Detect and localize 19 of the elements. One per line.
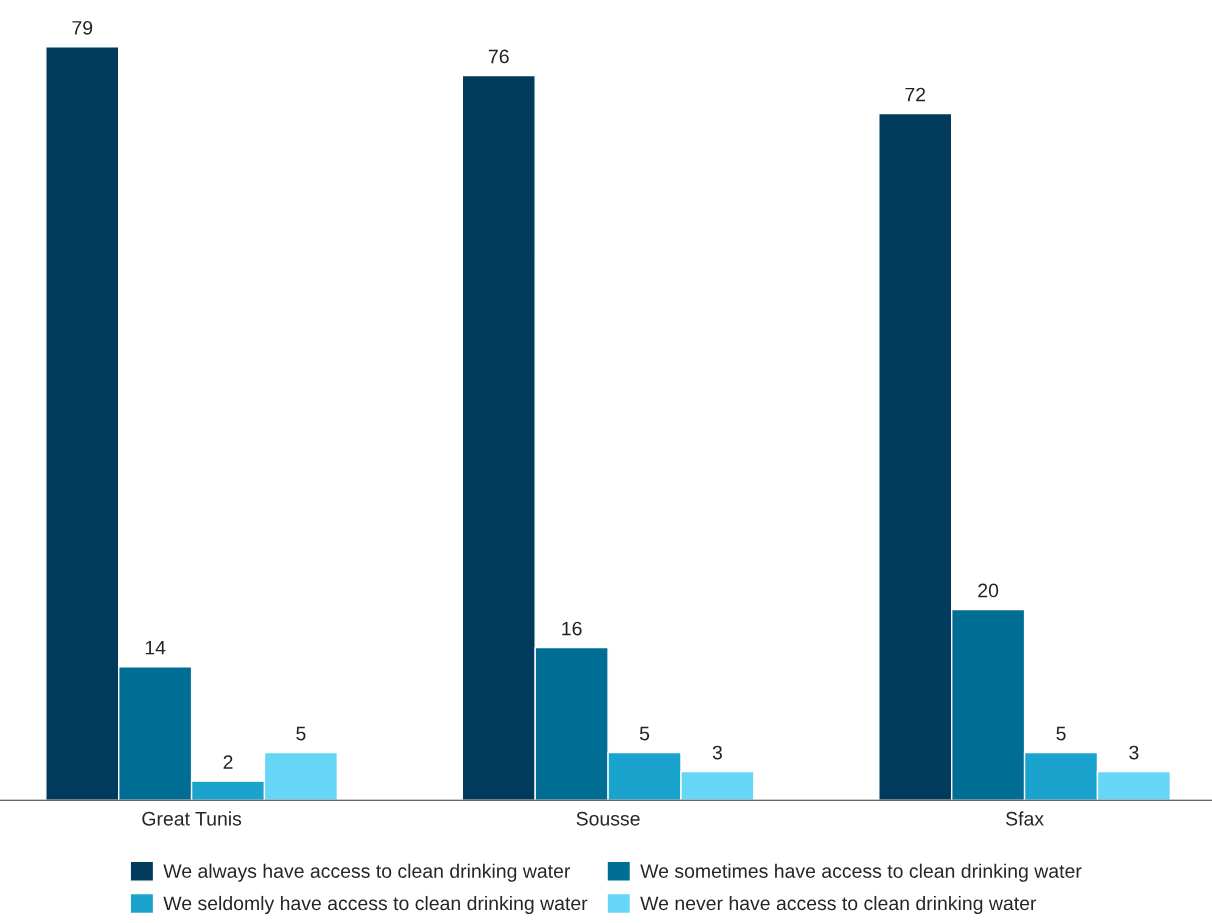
data-label: 20 bbox=[978, 583, 999, 598]
legend-label: We never have access to clean drinking water bbox=[640, 895, 1037, 915]
data-label: 5 bbox=[639, 726, 650, 741]
data-label: 2 bbox=[223, 755, 233, 769]
data-label: 3 bbox=[1129, 745, 1139, 760]
legend-label: We always have access to clean drinking water bbox=[163, 863, 571, 882]
data-label: 5 bbox=[296, 726, 306, 741]
data-label: 72 bbox=[905, 87, 926, 102]
data-label: 14 bbox=[145, 640, 166, 655]
data-label: 79 bbox=[72, 20, 93, 35]
x-tick-label: Sfax bbox=[1006, 811, 1044, 826]
legend-label: We seldomly have access to clean drinking water bbox=[163, 895, 588, 915]
legend-label: We sometimes have access to clean drinking water bbox=[640, 863, 1082, 882]
x-tick-label: Sousse bbox=[576, 811, 640, 826]
data-label: 76 bbox=[488, 49, 509, 64]
data-label: 5 bbox=[1056, 726, 1066, 741]
data-label: 3 bbox=[712, 745, 722, 760]
x-tick-label: Great Tunis bbox=[142, 811, 242, 826]
data-label: 16 bbox=[562, 621, 582, 636]
